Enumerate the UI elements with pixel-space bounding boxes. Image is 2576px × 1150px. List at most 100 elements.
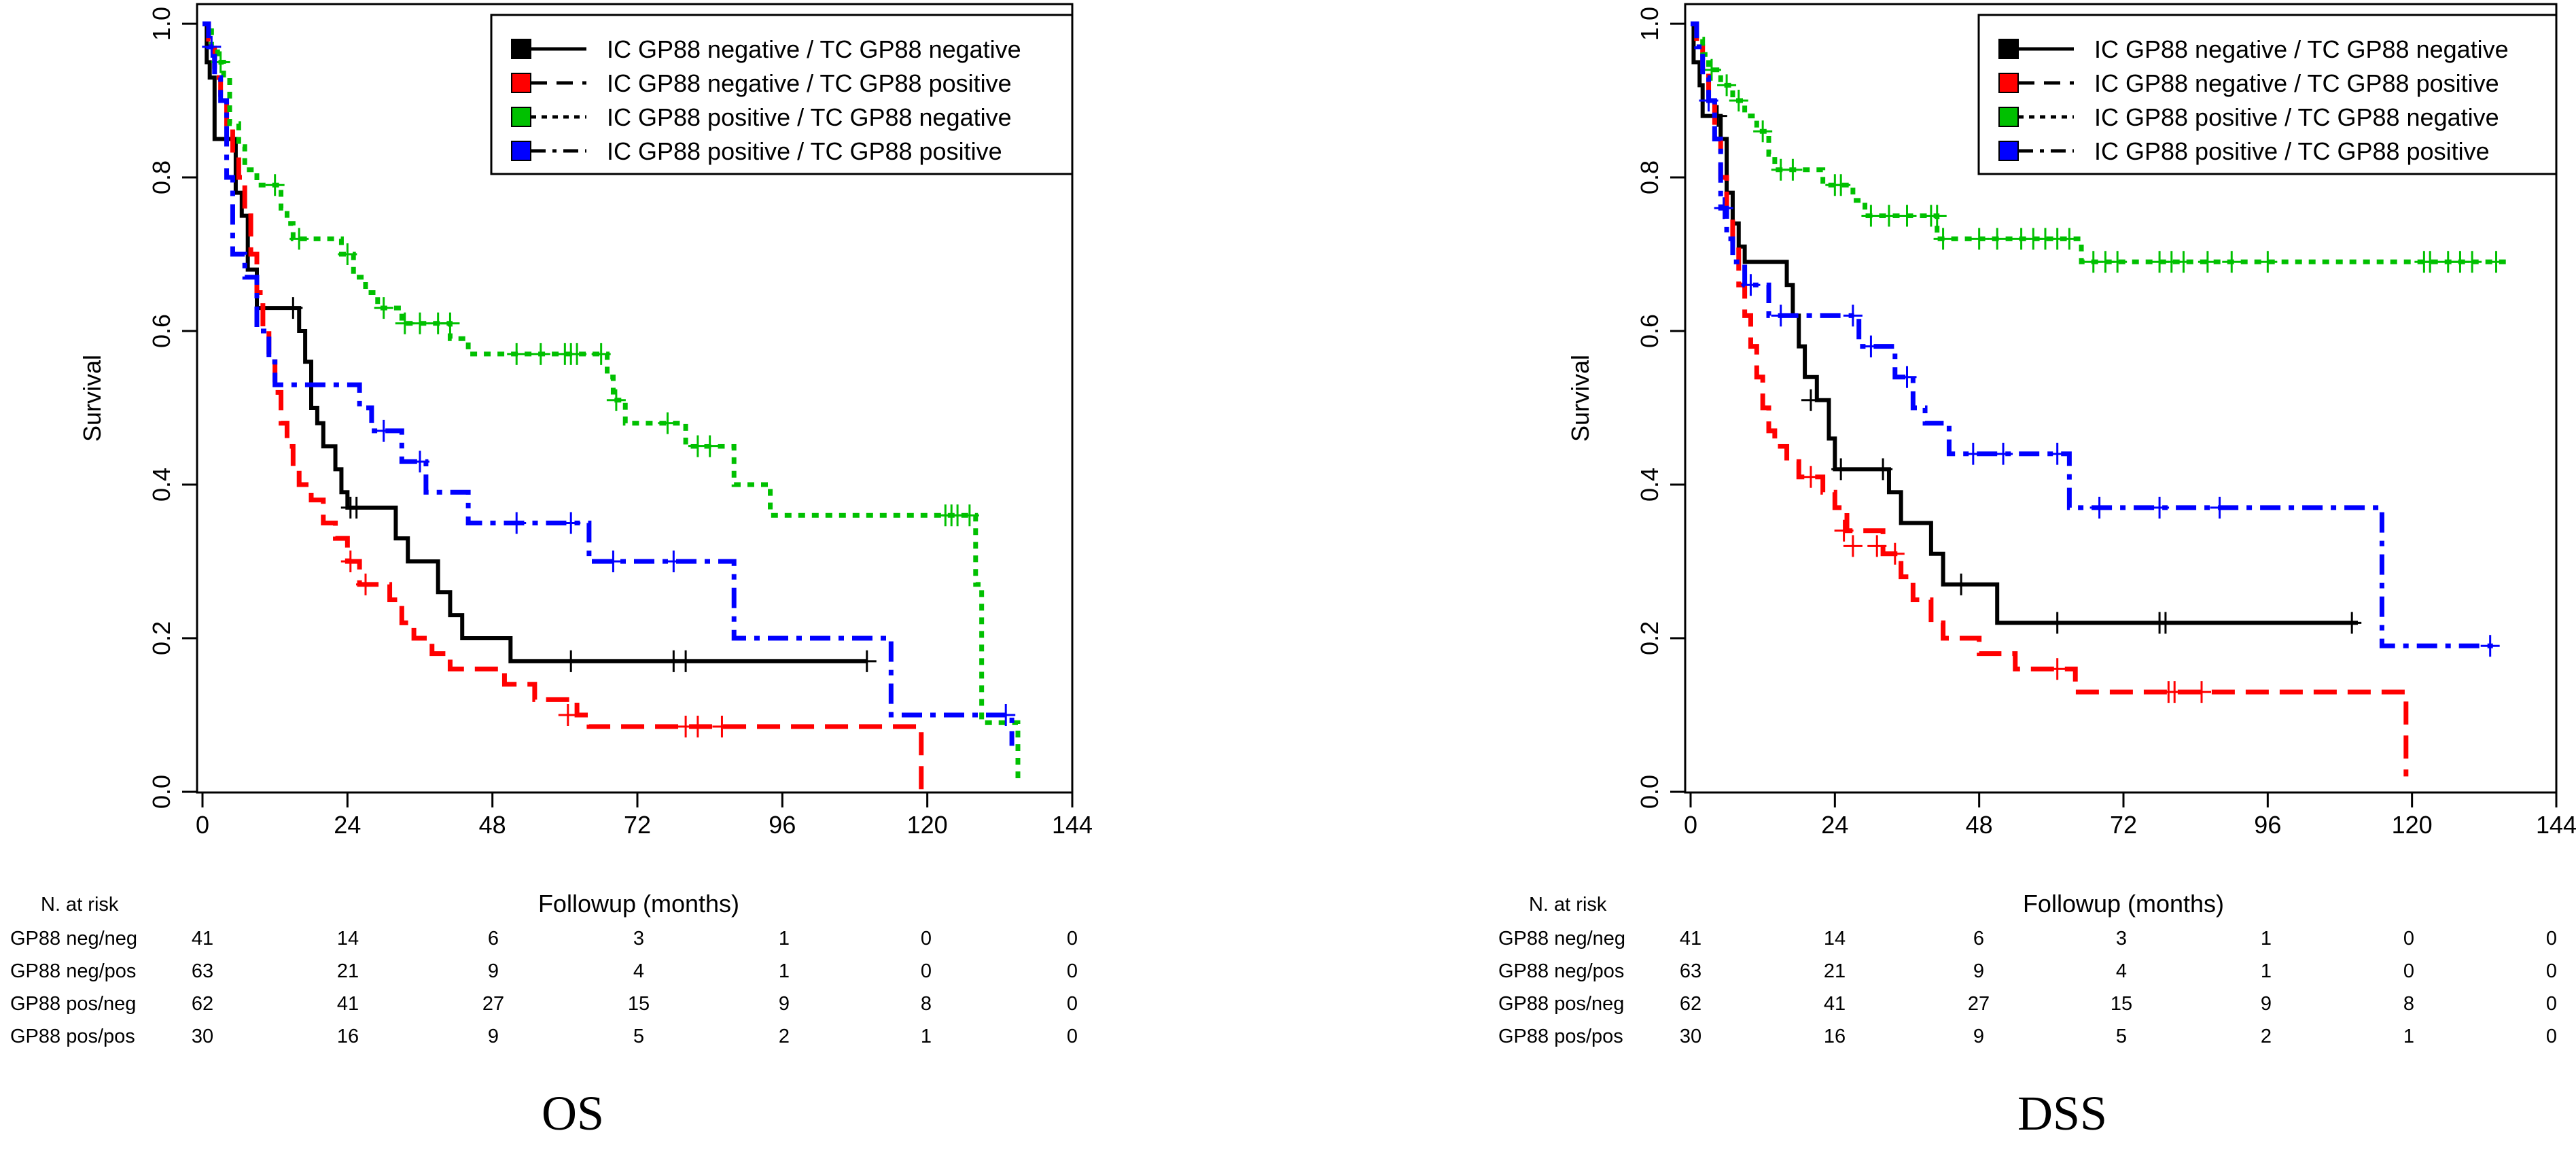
risk-count: 16 [1824,1026,1846,1047]
km-chart-dss: 0 24 48 72 96 120 1440.00.20.40.60.81.0Surviva… [1498,3,2576,1140]
risk-count: 5 [2116,1026,2127,1047]
censor-mark [2089,496,2109,519]
censor-mark [1988,228,2007,250]
censor-mark [1801,389,1820,411]
plot-frame [1684,3,2558,794]
censor-mark [1969,228,1989,250]
risk-count: 1 [2261,928,2272,949]
risk-table-header: N. at risk [1529,894,1607,916]
censor-mark [2222,251,2242,273]
censor-mark [507,512,527,534]
y-tick-label: 0.6 [147,314,175,348]
risk-count: 3 [633,928,644,949]
censor-mark [2192,681,2212,703]
censor-mark [2047,658,2067,680]
y-tick-label: 0.2 [147,621,175,655]
censor-mark [558,704,578,726]
x-tick-label: 0 [1684,811,1697,839]
y-tick-label: 1.0 [147,7,175,41]
x-tick-label: 144 [1052,811,1093,839]
risk-row-label: GP88 pos/neg [10,993,136,1015]
risk-count: 4 [633,960,644,982]
legend-entry: IC GP88 positive / TC GP88 negative [607,103,1012,131]
risk-count: 2 [779,1026,790,1047]
censor-mark [1897,366,1917,388]
x-tick-label: 48 [479,811,506,839]
censor-mark [531,343,550,365]
censor-mark [959,504,979,527]
censor-mark [2258,251,2278,273]
x-tick-label: 144 [2536,811,2576,839]
censor-mark [1831,458,1851,481]
legend-box [490,14,1074,175]
risk-count: 3 [2116,928,2127,949]
risk-count: 41 [337,993,359,1015]
censor-mark [1701,58,1721,81]
legend-entry: IC GP88 negative / TC GP88 negative [607,35,1021,63]
y-tick-label: 0.6 [1636,314,1663,348]
risk-count: 0 [2546,993,2557,1015]
y-tick-label: 0.0 [147,775,175,809]
risk-count: 0 [1067,928,1078,949]
censor-mark [356,573,375,595]
censor-mark [567,343,587,365]
censor-mark [1885,542,1905,565]
legend: IC GP88 negative / TC GP88 negative IC GP… [1977,14,2558,175]
censor-mark [1708,105,1727,127]
risk-count: 6 [1973,928,1984,949]
legend-swatch [1998,73,2019,93]
risk-count: 9 [488,1026,499,1047]
risk-count: 9 [1973,960,1984,982]
risk-count: 41 [1824,993,1846,1015]
km-curve-3 [202,21,1021,784]
censor-mark [2198,251,2217,273]
censor-mark [561,650,581,672]
y-axis-label: Survival [1566,355,1594,442]
y-tick-label: 0.8 [147,160,175,194]
censor-mark [289,228,309,250]
risk-row-label: GP88 neg/pos [10,960,136,982]
censor-mark [507,343,527,365]
censor-mark [603,551,623,572]
risk-count: 0 [1067,993,1078,1015]
censor-mark [996,704,1016,726]
censor-mark [2108,251,2128,273]
censor-mark [606,389,626,411]
risk-row-label: GP88 pos/pos [10,1026,135,1047]
risk-count: 1 [921,1026,932,1047]
risk-count: 14 [337,928,359,949]
censor-mark [440,312,460,334]
censor-mark [374,297,393,319]
censor-mark [1994,442,2013,465]
censor-mark [1699,90,1718,111]
censor-mark [561,512,581,534]
censor-mark [857,650,877,672]
censor-mark [2047,612,2067,634]
risk-count: 63 [192,960,213,982]
x-tick-label: 96 [2254,811,2281,839]
risk-count: 15 [2111,993,2132,1015]
risk-count: 0 [1067,1026,1078,1047]
censor-mark [712,715,732,737]
legend-swatch [511,73,531,93]
panel-title: OS [542,1086,604,1140]
censor-mark [658,412,677,434]
risk-row-label: GP88 neg/neg [1498,928,1625,949]
risk-row-label: GP88 neg/neg [10,928,137,949]
risk-count: 62 [1680,993,1701,1015]
risk-count: 41 [192,928,213,949]
risk-count: 0 [1067,960,1078,982]
risk-count: 62 [192,993,213,1015]
censor-mark [1879,205,1899,227]
censor-mark [1741,274,1761,296]
risk-row-label: GP88 neg/pos [1498,960,1624,982]
censor-mark [688,715,707,737]
censor-mark [1867,535,1887,557]
legend: IC GP88 negative / TC GP88 negative IC GP… [490,14,1074,175]
legend-swatch [511,39,531,59]
legend-entry: IC GP88 positive / TC GP88 positive [2094,137,2490,165]
censor-mark [1753,120,1773,143]
censor-mark [1933,228,1953,250]
